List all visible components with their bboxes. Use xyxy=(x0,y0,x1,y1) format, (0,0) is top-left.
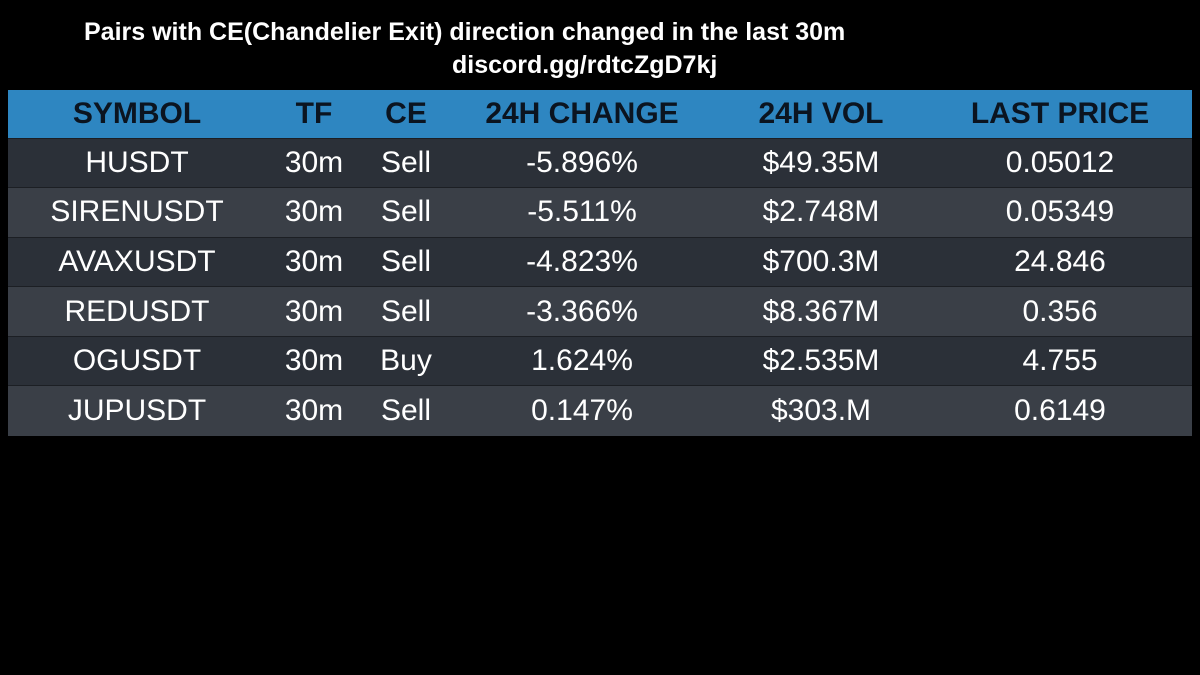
cell-last-price: 0.05349 xyxy=(928,187,1192,238)
cell-last-price: 24.846 xyxy=(928,236,1192,287)
table-row: AVAXUSDT 30m Sell -4.823% $700.3M 24.846 xyxy=(8,236,1192,287)
cell-24h-change: -3.366% xyxy=(450,286,714,337)
cell-24h-vol: $8.367M xyxy=(714,286,928,337)
cell-24h-change: 0.147% xyxy=(450,385,714,436)
page-title: Pairs with CE(Chandelier Exit) direction… xyxy=(84,18,846,46)
table-row: OGUSDT 30m Buy 1.624% $2.535M 4.755 xyxy=(8,335,1192,386)
cell-symbol: OGUSDT xyxy=(8,335,266,386)
cell-ce: Sell xyxy=(362,385,450,436)
cell-24h-change: -5.896% xyxy=(450,137,714,188)
cell-24h-vol: $303.M xyxy=(714,385,928,436)
cell-24h-change: 1.624% xyxy=(450,335,714,386)
column-header-tf: TF xyxy=(295,96,333,130)
pairs-table: SYMBOL TF CE 24H CHANGE 24H VOL LAST PRI… xyxy=(8,90,1192,436)
cell-symbol: JUPUSDT xyxy=(8,385,266,436)
table-row: SIRENUSDT 30m Sell -5.511% $2.748M 0.053… xyxy=(8,187,1192,238)
cell-ce: Sell xyxy=(362,137,450,188)
cell-24h-vol: $700.3M xyxy=(714,236,928,287)
column-header-symbol: SYMBOL xyxy=(72,96,202,130)
cell-symbol: HUSDT xyxy=(8,137,266,188)
table-row: REDUSDT 30m Sell -3.366% $8.367M 0.356 xyxy=(8,286,1192,337)
column-header-24h-change: 24H CHANGE xyxy=(485,96,679,130)
cell-last-price: 0.6149 xyxy=(928,385,1192,436)
column-header-ce: CE xyxy=(385,96,427,130)
cell-24h-change: -5.511% xyxy=(450,187,714,238)
column-header-24h-vol: 24H VOL xyxy=(758,96,884,130)
cell-symbol: REDUSDT xyxy=(8,286,266,337)
cell-ce: Sell xyxy=(362,286,450,337)
cell-symbol: AVAXUSDT xyxy=(8,236,266,287)
cell-24h-change: -4.823% xyxy=(450,236,714,287)
cell-symbol: SIRENUSDT xyxy=(8,187,266,238)
table-header-row: SYMBOL TF CE 24H CHANGE 24H VOL LAST PRI… xyxy=(8,90,1192,138)
table-row: JUPUSDT 30m Sell 0.147% $303.M 0.6149 xyxy=(8,385,1192,436)
cell-24h-vol: $2.535M xyxy=(714,335,928,386)
cell-last-price: 4.755 xyxy=(928,335,1192,386)
cell-tf: 30m xyxy=(266,187,362,238)
column-header-last-price: LAST PRICE xyxy=(970,96,1150,130)
table-row: HUSDT 30m Sell -5.896% $49.35M 0.05012 xyxy=(8,137,1192,188)
cell-tf: 30m xyxy=(266,286,362,337)
discord-link: discord.gg/rdtcZgD7kj xyxy=(452,51,718,79)
cell-ce: Sell xyxy=(362,236,450,287)
cell-tf: 30m xyxy=(266,236,362,287)
cell-ce: Sell xyxy=(362,187,450,238)
cell-last-price: 0.356 xyxy=(928,286,1192,337)
cell-tf: 30m xyxy=(266,385,362,436)
cell-tf: 30m xyxy=(266,137,362,188)
cell-last-price: 0.05012 xyxy=(928,137,1192,188)
cell-ce: Buy xyxy=(362,335,450,386)
cell-tf: 30m xyxy=(266,335,362,386)
cell-24h-vol: $49.35M xyxy=(714,137,928,188)
cell-24h-vol: $2.748M xyxy=(714,187,928,238)
